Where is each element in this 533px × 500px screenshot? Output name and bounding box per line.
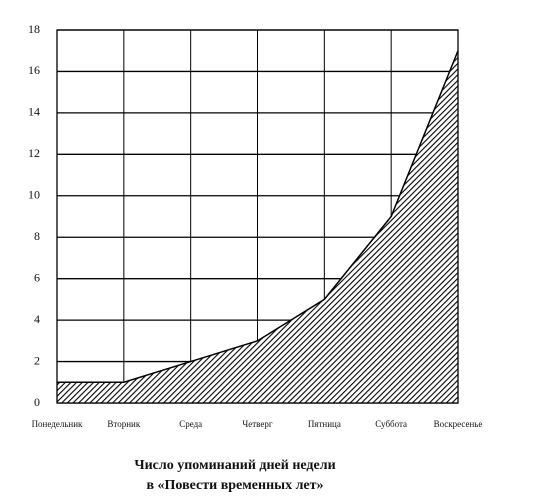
y-tick-label: 16 xyxy=(28,63,40,77)
y-tick-label: 4 xyxy=(34,312,40,326)
y-tick-label: 6 xyxy=(34,270,40,284)
area-line xyxy=(57,50,459,384)
x-tick-label: Суббота xyxy=(375,419,407,429)
y-tick-label: 10 xyxy=(28,188,40,202)
plot-frame xyxy=(56,29,459,404)
y-tick-label: 8 xyxy=(34,229,40,243)
y-tick-label: 18 xyxy=(28,22,40,36)
y-tick-label: 0 xyxy=(34,395,40,409)
y-tick-label: 2 xyxy=(34,353,40,367)
y-tick-label: 14 xyxy=(28,105,40,119)
x-tick-label: Воскресенье xyxy=(434,419,483,429)
x-tick-label: Понедельник xyxy=(32,419,83,429)
x-tick-label: Четверг xyxy=(242,419,272,429)
plot xyxy=(57,50,459,403)
chart-title: Число упоминаний дней недели xyxy=(134,458,335,473)
x-tick-label: Пятница xyxy=(308,419,341,429)
x-tick-label: Вторник xyxy=(107,419,140,429)
area xyxy=(57,50,458,403)
y-tick-label: 12 xyxy=(28,146,40,160)
x-tick-label: Среда xyxy=(179,419,202,429)
chart-subtitle: в «Повести временных лет» xyxy=(146,478,323,493)
